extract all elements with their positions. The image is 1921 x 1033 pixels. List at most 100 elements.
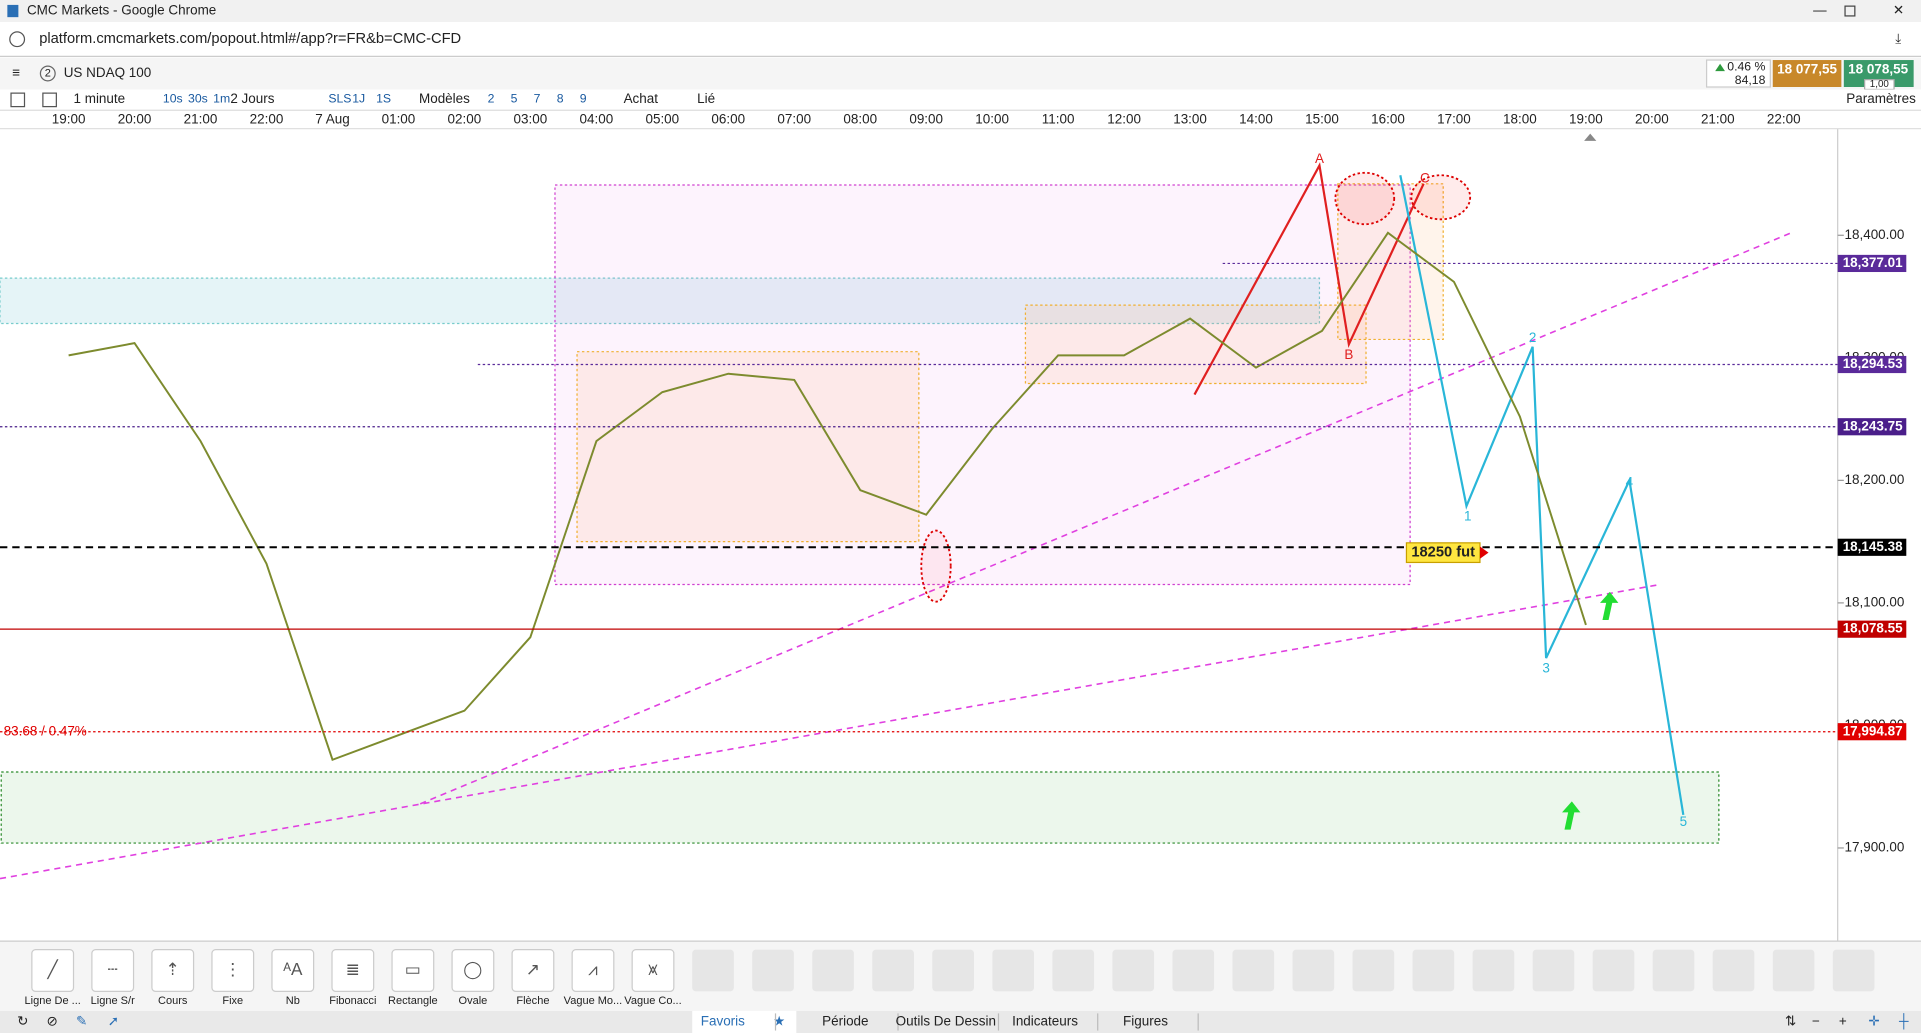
tab[interactable]: Période xyxy=(822,1014,868,1029)
x-tick-label: 07:00 xyxy=(777,112,811,127)
y-tick-label: 18,400.00 xyxy=(1844,227,1904,242)
close[interactable]: ✕ xyxy=(1893,3,1904,18)
grid-icon[interactable] xyxy=(42,92,57,108)
time-marker xyxy=(1584,133,1597,141)
star-icon[interactable]: ★ xyxy=(773,1014,785,1029)
tool-label[interactable]: Ligne S/r xyxy=(91,995,135,1007)
tool-button[interactable] xyxy=(631,949,675,992)
empty-slot xyxy=(1532,949,1575,992)
zone-rect xyxy=(576,351,920,543)
tool-label[interactable]: Nb xyxy=(286,995,300,1007)
toolbar-button[interactable]: 5 xyxy=(511,91,518,105)
toolbar-button[interactable]: 1m xyxy=(213,91,230,105)
linked[interactable]: Lié xyxy=(697,91,715,106)
empty-slot xyxy=(1172,949,1215,992)
tool-button[interactable] xyxy=(511,949,555,992)
zoom-out[interactable]: − xyxy=(1812,1014,1820,1029)
tool-label[interactable]: Cours xyxy=(158,995,188,1007)
toolbar-button[interactable]: 1J xyxy=(352,91,365,105)
active-tab xyxy=(692,1010,797,1033)
refresh-icon[interactable]: ↻ xyxy=(17,1014,28,1029)
pen-icon[interactable]: ✎ xyxy=(76,1014,87,1029)
cursor-icon[interactable]: ➚ xyxy=(108,1014,119,1029)
list-icon[interactable] xyxy=(10,92,26,108)
url[interactable]: platform.cmcmarkets.com/popout.html#/app… xyxy=(39,31,461,47)
instrument-name[interactable]: US NDAQ 100 xyxy=(64,65,152,80)
x-tick-label: 20:00 xyxy=(118,112,152,127)
toolbar-button[interactable]: 8 xyxy=(557,91,564,105)
empty-slot xyxy=(992,949,1035,992)
x-tick-label: 05:00 xyxy=(645,112,679,127)
tool-button[interactable] xyxy=(211,949,255,992)
tool-button[interactable] xyxy=(451,949,495,992)
tab[interactable]: Favoris xyxy=(701,1014,745,1029)
level-note: 83.68 / 0.47% xyxy=(4,723,87,738)
cancel-icon[interactable]: ⊘ xyxy=(47,1014,58,1029)
tool-label[interactable]: Ligne De ... xyxy=(25,995,81,1007)
x-tick-label: 15:00 xyxy=(1305,112,1339,127)
address-bar xyxy=(0,22,1921,57)
menu-icon[interactable]: ≡ xyxy=(12,65,20,80)
tool-label[interactable]: Fibonacci xyxy=(329,995,376,1007)
x-tick-label: 22:00 xyxy=(1767,112,1801,127)
tool-label[interactable]: Rectangle xyxy=(388,995,438,1007)
maximize[interactable] xyxy=(1844,5,1856,17)
crosshair[interactable]: ✛ xyxy=(1868,1014,1879,1029)
toolbar-button[interactable]: 9 xyxy=(580,91,587,105)
toolbar-button[interactable]: 2 xyxy=(488,91,495,105)
tool-button[interactable] xyxy=(271,949,315,992)
tool-button[interactable] xyxy=(151,949,195,992)
sell-button[interactable] xyxy=(1772,60,1842,88)
tab[interactable]: Indicateurs xyxy=(1012,1014,1078,1029)
toolbar xyxy=(0,89,1921,111)
x-tick-label: 04:00 xyxy=(579,112,613,127)
wave-label: B xyxy=(1344,347,1353,362)
tab[interactable]: Outils De Dessin xyxy=(896,1014,996,1029)
tool-button[interactable] xyxy=(571,949,615,992)
buy-mode[interactable]: Achat xyxy=(624,91,659,106)
settings[interactable]: Paramètres xyxy=(1846,91,1916,106)
minimize[interactable]: — xyxy=(1813,3,1827,18)
toolbar-button[interactable]: 30s xyxy=(188,91,208,105)
toolbar-button[interactable]: 1S xyxy=(376,91,391,105)
up-arrow xyxy=(1715,63,1725,72)
tool-button[interactable] xyxy=(331,949,375,992)
x-tick-label: 13:00 xyxy=(1173,112,1207,127)
x-tick-label: 08:00 xyxy=(843,112,877,127)
x-tick-label: 10:00 xyxy=(975,112,1009,127)
buy-price[interactable]: 18 078,55 xyxy=(1848,61,1908,76)
tool-label[interactable]: Fixe xyxy=(222,995,243,1007)
templates[interactable]: Modèles xyxy=(419,91,470,106)
tab[interactable]: Figures xyxy=(1123,1014,1168,1029)
x-tick-label: 20:00 xyxy=(1635,112,1669,127)
download-icon[interactable]: ⤓ xyxy=(1895,31,1901,46)
quantity[interactable]: 1,00 xyxy=(1870,79,1890,90)
instrument-bar xyxy=(0,57,1921,90)
tool-icon[interactable]: ⇅ xyxy=(1785,1014,1796,1029)
sell-price[interactable]: 18 077,55 xyxy=(1777,61,1837,76)
x-tick-label: 12:00 xyxy=(1107,112,1141,127)
tool-label[interactable]: Ovale xyxy=(459,995,488,1007)
tool-button[interactable] xyxy=(31,949,75,992)
empty-slot xyxy=(1652,949,1695,992)
site-info[interactable] xyxy=(9,31,26,48)
range[interactable]: 2 Jours xyxy=(230,91,274,106)
toolbar-button[interactable]: 10s xyxy=(163,91,183,105)
wave-label: 5 xyxy=(1680,814,1687,829)
toolbar-button[interactable]: 7 xyxy=(534,91,541,105)
tool-button[interactable] xyxy=(91,949,135,992)
wave-label: 2 xyxy=(1529,330,1536,345)
tool-label[interactable]: Vague Co... xyxy=(624,995,681,1007)
zoom-in[interactable]: + xyxy=(1839,1014,1847,1029)
zone-rect xyxy=(0,277,1321,325)
crosshair-2[interactable]: ┼ xyxy=(1898,1013,1909,1031)
tool-label[interactable]: Vague Mo... xyxy=(564,995,623,1007)
toolbar-button[interactable]: SLS xyxy=(328,91,351,105)
tool-icon: ◯ xyxy=(463,959,482,980)
tool-label[interactable]: Flèche xyxy=(516,995,549,1007)
zone-rect xyxy=(554,184,1411,586)
interval[interactable]: 1 minute xyxy=(74,91,126,106)
tool-button[interactable] xyxy=(391,949,435,992)
